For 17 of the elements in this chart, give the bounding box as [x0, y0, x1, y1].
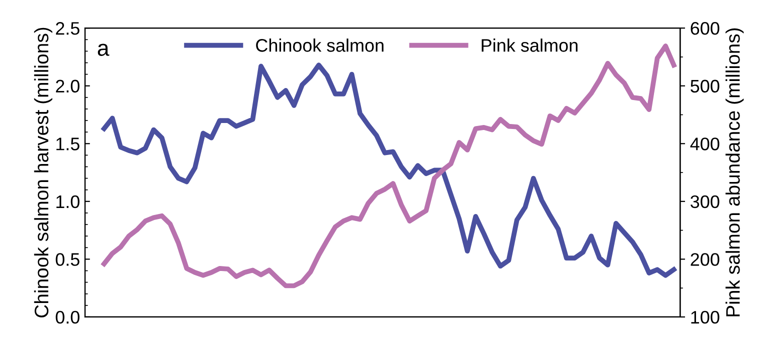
y2-tick-label: 100 [691, 310, 720, 324]
y2-tick-label: 500 [690, 80, 720, 93]
y-tick-label: 1.5 [56, 138, 80, 150]
annotation: a [98, 44, 110, 56]
legend-label: Pink salmon [482, 38, 578, 52]
y-tick-label: 0.5 [56, 253, 80, 266]
y2-axis-title: Pink salmon abundance (millions) [726, 28, 744, 316]
y-tick-label: 0.0 [56, 310, 80, 324]
y2-tick-label: 300 [690, 195, 720, 208]
y-tick-label: 2.0 [56, 80, 80, 93]
y2-tick-label: 600 [690, 22, 720, 35]
legend-label: Chinook salmon [256, 38, 384, 52]
y2-tick-label: 400 [690, 138, 720, 150]
y-tick-label: 2.5 [56, 22, 80, 35]
y2-tick-label: 200 [690, 253, 720, 266]
y-tick-label: 1.0 [56, 195, 80, 208]
y-axis-title: Chinook salmon harvest (millions) [34, 28, 52, 318]
